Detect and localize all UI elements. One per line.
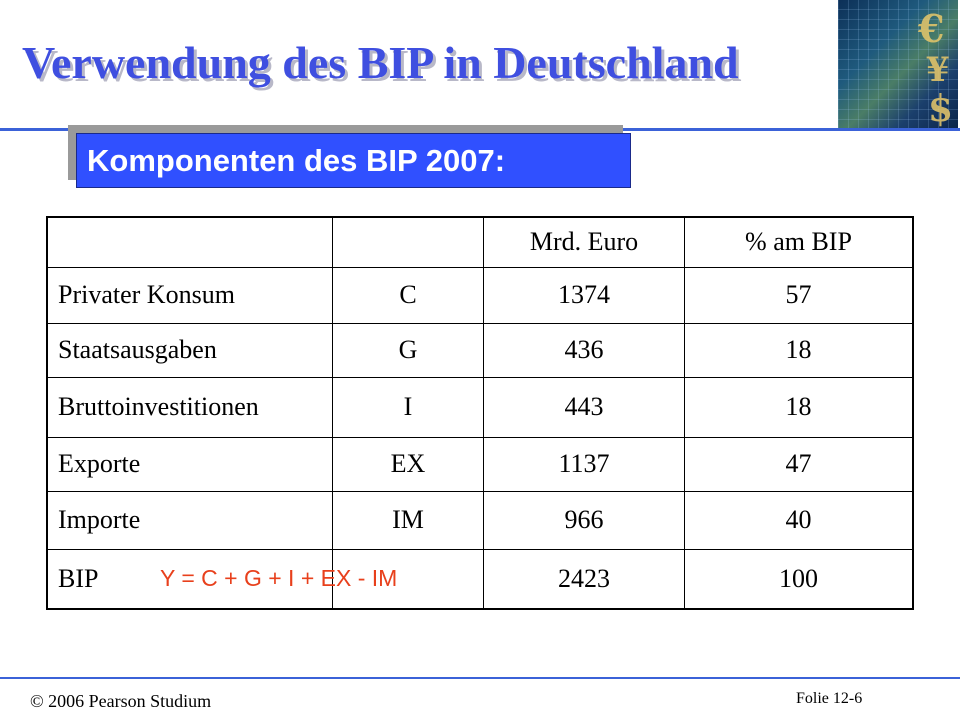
- row-mrd-euro: 443: [483, 376, 685, 438]
- row-percent: 57: [684, 266, 914, 324]
- row-label: Privater Konsum: [46, 266, 333, 324]
- gdp-formula: Y = C + G + I + EX - IM: [160, 565, 398, 591]
- table-row-total: BIP 2423 100: [46, 548, 914, 610]
- row-symbol: [332, 548, 484, 610]
- row-percent: 47: [684, 436, 914, 492]
- table-row: Exporte EX 1137 47: [46, 436, 914, 492]
- row-percent: 40: [684, 490, 914, 550]
- subtitle-box: Komponenten des BIP 2007:: [76, 133, 631, 188]
- row-symbol: C: [332, 266, 484, 324]
- dollar-icon: $: [928, 88, 954, 130]
- row-symbol: G: [332, 322, 484, 378]
- table-row: Bruttoinvestitionen I 443 18: [46, 376, 914, 438]
- row-mrd-euro: 966: [483, 490, 685, 550]
- row-symbol: I: [332, 376, 484, 438]
- row-label: Importe: [46, 490, 333, 550]
- row-percent: 100: [684, 548, 914, 610]
- row-percent: 18: [684, 322, 914, 378]
- header-cell-percent: % am BIP: [684, 216, 914, 268]
- header-cell-empty: [46, 216, 333, 268]
- header-cell-mrd-euro: Mrd. Euro: [483, 216, 685, 268]
- row-label: Exporte: [46, 436, 333, 492]
- table-row: Staatsausgaben G 436 18: [46, 322, 914, 378]
- row-label: BIP: [46, 548, 333, 610]
- row-mrd-euro: 1137: [483, 436, 685, 492]
- euro-icon: €: [918, 6, 945, 51]
- row-percent: 18: [684, 376, 914, 438]
- header-cell-symbol: [332, 216, 484, 268]
- table-row: Importe IM 966 40: [46, 490, 914, 550]
- copyright-text: © 2006 Pearson Studium: [30, 691, 212, 711]
- slide-number: Folie 12-6: [796, 690, 863, 707]
- table-row: Privater Konsum C 1374 57: [46, 266, 914, 324]
- table-header-row: Mrd. Euro % am BIP: [46, 216, 914, 268]
- row-mrd-euro: 1374: [483, 266, 685, 324]
- bip-components-table: Mrd. Euro % am BIP Privater Konsum C 137…: [46, 216, 914, 610]
- row-mrd-euro: 2423: [483, 548, 685, 610]
- footer-divider-line: [0, 677, 960, 679]
- currency-logo-image: € ¥ $: [838, 0, 958, 130]
- row-label: Bruttoinvestitionen: [46, 376, 333, 438]
- slide-title: Verwendung des BIP in Deutschland: [22, 37, 739, 88]
- row-symbol: IM: [332, 490, 484, 550]
- logo-grid-pattern: [838, 0, 958, 130]
- yen-icon: ¥: [926, 50, 950, 90]
- row-symbol: EX: [332, 436, 484, 492]
- row-mrd-euro: 436: [483, 322, 685, 378]
- row-label: Staatsausgaben: [46, 322, 333, 378]
